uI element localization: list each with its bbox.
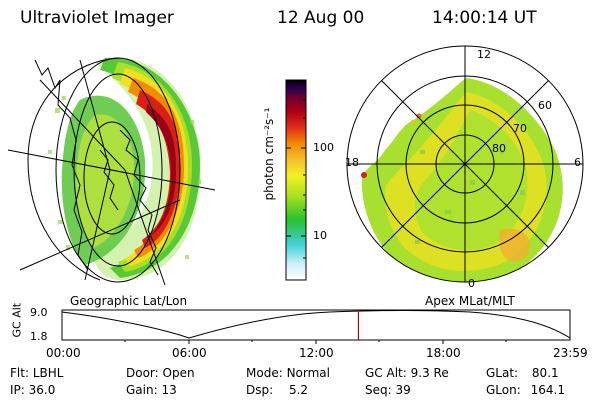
timeline-xtick-1800: 18:00 [426, 346, 461, 360]
timeline-ytick-1-8: 1.8 [30, 330, 48, 343]
status-gain-value: 13 [161, 383, 177, 397]
status-seq-value: 39 [395, 383, 411, 397]
lat-label-60: 60 [538, 99, 552, 112]
lat-label-80: 80 [492, 142, 506, 155]
geographic-caption: Geographic Lat/Lon [70, 294, 188, 308]
status-door-value: Open [162, 366, 195, 380]
apex-caption: Apex MLat/MLT [425, 294, 515, 308]
status-door: Door: Open [126, 366, 195, 380]
status-gain: Gain: 13 [126, 383, 177, 397]
date-label: 12 Aug 00 [277, 8, 365, 28]
timeline-ytick-9: 9.0 [30, 306, 48, 319]
status-flt: Flt: LBHL [10, 366, 63, 380]
status-flt-label: Flt: [10, 366, 29, 380]
instrument-title: Ultraviolet Imager [20, 8, 174, 28]
geographic-image [7, 57, 216, 286]
status-ip-value: 36.0 [28, 383, 56, 397]
status-gain-label: Gain: [126, 383, 158, 397]
status-dsp: Dsp: 5.2 [246, 383, 308, 397]
mlt-label-12: 12 [477, 48, 491, 61]
polar-image [346, 45, 584, 283]
status-glat: GLat: 80.1 [486, 366, 559, 380]
timeline-xtick-0000: 00:00 [46, 346, 81, 360]
status-ip-label: IP: [10, 383, 25, 397]
status-gcalt: GC Alt: 9.3 Re [365, 366, 449, 380]
status-mode: Mode: Normal [246, 366, 330, 380]
status-glat-value: 80.1 [531, 366, 559, 380]
status-glat-label: GLat: [486, 366, 519, 380]
status-glon-value: 164.1 [530, 383, 565, 397]
colorbar-unit-label: photon cm⁻²s⁻¹ [262, 107, 276, 201]
mlt-label-6: 6 [574, 156, 581, 169]
status-flt-value: LBHL [32, 366, 64, 380]
colorbar-tick-10: 10 [313, 229, 327, 242]
mlt-label-18: 18 [345, 156, 359, 169]
mlt-label-0: 0 [468, 277, 475, 290]
status-glon: GLon: 164.1 [486, 383, 565, 397]
status-seq: Seq: 39 [365, 383, 411, 397]
status-door-label: Door: [126, 366, 159, 380]
status-gcalt-value: 9.3 Re [410, 366, 449, 380]
status-ip: IP: 36.0 [10, 383, 55, 397]
status-dsp-label: Dsp: [246, 383, 274, 397]
colorbar-ticks [286, 99, 306, 259]
timeline-axis-label: GC Alt [10, 302, 24, 338]
colorbar [285, 79, 307, 281]
status-gcalt-label: GC Alt: [365, 366, 407, 380]
timeline-xtick-2359: 23:59 [553, 346, 588, 360]
status-glon-label: GLon: [486, 383, 521, 397]
status-mode-label: Mode: [246, 366, 283, 380]
colorbar-tick-100: 100 [313, 141, 334, 154]
lat-label-70: 70 [513, 122, 527, 135]
status-dsp-value: 5.2 [288, 383, 309, 397]
timeline-plot [61, 309, 571, 344]
timeline-xtick-1200: 12:00 [299, 346, 334, 360]
timeline-xtick-0600: 06:00 [172, 346, 207, 360]
time-label: 14:00:14 UT [432, 8, 537, 28]
status-mode-value: Normal [286, 366, 330, 380]
status-seq-label: Seq: [365, 383, 392, 397]
